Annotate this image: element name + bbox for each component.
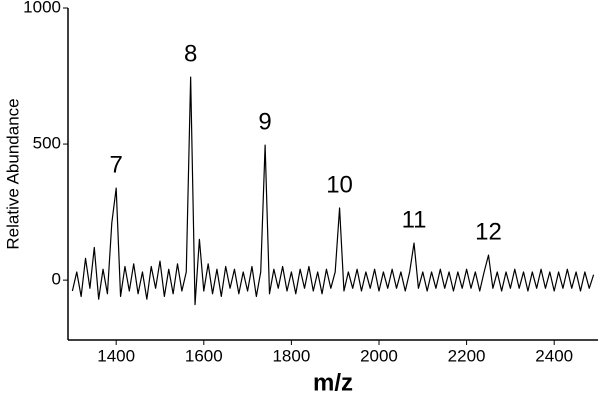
x-tick-label: 1400 [97,346,135,365]
peak-label: 8 [184,40,197,67]
peak-label: 7 [110,151,123,178]
x-tick-label: 2400 [535,346,573,365]
y-tick-label: 500 [33,134,61,153]
x-tick-label: 2200 [448,346,486,365]
x-tick-label: 2000 [360,346,398,365]
spectrum-line [71,76,595,306]
peak-label: 9 [258,108,271,135]
y-axis-title: Relative Abundance [3,98,22,249]
x-tick-label: 1600 [185,346,223,365]
x-tick-label: 1800 [272,346,310,365]
x-axis-title: m/z [313,369,353,396]
peak-label: 12 [475,218,502,245]
peak-label: 10 [326,171,353,198]
y-tick-label: 1000 [23,0,61,16]
peak-label: 11 [402,206,427,233]
y-tick-label: 0 [52,270,61,289]
